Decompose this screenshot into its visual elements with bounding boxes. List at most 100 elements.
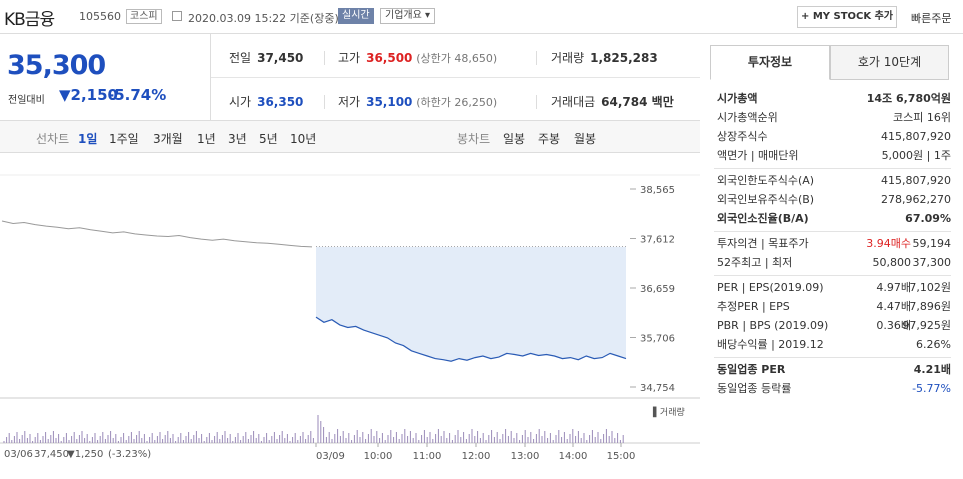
info-row-mid: 3.94매수 (866, 237, 911, 250)
price-change-pct: -5.74% (108, 86, 167, 104)
chart-tabs: 선차트 1일 1주일 3개월 1년 3년 5년 10년 봉차트 일봉 주봉 월봉 (0, 121, 700, 153)
stat-high: 고가 36,500 (상한가 48,650) (338, 49, 497, 66)
x-tick-label: 15:00 (607, 451, 636, 462)
info-row-label: 추정PER | EPS (717, 300, 790, 313)
realtime-button[interactable]: 실시간 (338, 8, 374, 24)
add-mystock-button[interactable]: + MY STOCK 추가 (797, 6, 897, 28)
info-row: 시가총액 14조 6,780억원 (714, 90, 951, 107)
tab-10y[interactable]: 10년 (290, 132, 317, 146)
info-row-value: 7,102원 (909, 281, 951, 294)
info-row-value: 59,194 (912, 237, 952, 250)
today-line (315, 316, 627, 362)
prev-day-label: 03/06 (4, 449, 33, 460)
stat-low-value: 35,100 (366, 95, 413, 109)
info-row: 액면가 | 매매단위 5,000원 | 1주 (714, 147, 951, 164)
y-tick-label: 34,754 (640, 383, 675, 394)
price-chart-svg: 03/09 10:00 11:00 12:00 13:00 14:00 15:00 38,56… (0, 174, 700, 462)
tab-monthly[interactable]: 월봉 (574, 132, 597, 146)
candle-chart-label: 봉차트 (457, 132, 491, 146)
info-row-label: 시가총액 (717, 92, 758, 105)
info-row-label: 외국인소진율(B/A) (717, 212, 809, 225)
today-area (316, 246, 626, 362)
tab-5y[interactable]: 5년 (259, 132, 278, 146)
info-row-mid: 4.97배 (876, 281, 911, 294)
stat-open-label: 시가 (229, 95, 252, 109)
info-row: 투자의견 | 목표주가 3.94매수 59,194 (714, 235, 951, 252)
x-tick-label: 13:00 (511, 451, 540, 462)
tab-1d[interactable]: 1일 (78, 132, 98, 146)
x-tick-label: 11:00 (413, 451, 442, 462)
info-row-mid: 4.47배 (876, 300, 911, 313)
info-row-label: PER | EPS(2019.09) (717, 281, 824, 294)
stat-amount-label: 거래대금 (551, 95, 596, 109)
prev-close-value: 37,450 (34, 449, 69, 460)
volume-legend: ▌거래량 (653, 408, 685, 418)
tab-weekly[interactable]: 주봉 (538, 132, 561, 146)
info-row-value: 7,896원 (909, 300, 951, 313)
tab-1y[interactable]: 1년 (197, 132, 216, 146)
info-row: 52주최고 | 최저 50,800 37,300 (714, 254, 951, 271)
stat-high-value: 36,500 (366, 51, 413, 65)
y-tick-label: 37,612 (640, 235, 675, 246)
stat-low-sub: (하한가 26,250) (416, 96, 498, 109)
x-tick-label: 10:00 (364, 451, 393, 462)
tab-hoga[interactable]: 호가 10단계 (830, 45, 949, 80)
x-tick-label: 03/09 (316, 451, 345, 462)
info-row-value: 415,807,920 (881, 174, 951, 187)
volume-legend-label: 거래량 (659, 408, 685, 418)
info-row-value: 37,300 (912, 256, 952, 269)
market-badge: 코스피 (126, 9, 162, 24)
x-tick-label: 12:00 (462, 451, 491, 462)
stat-volume-label: 거래량 (551, 51, 585, 65)
tab-investment-info[interactable]: 투자정보 (710, 45, 830, 80)
corp-info-dropdown[interactable]: 기업개요 ▾ (380, 8, 436, 24)
info-row: 동일업종 PER 4.21배 (714, 361, 951, 378)
quote-stats: 전일 37,450 고가 36,500 (상한가 48,650) 거래량 1,825,… (211, 34, 700, 121)
y-tick-label: 35,706 (640, 334, 675, 345)
info-row-value: 6.26% (916, 338, 951, 351)
info-row-label: PBR | BPS (2019.09) (717, 319, 829, 332)
prev-day-line (1, 220, 313, 248)
stat-open-value: 36,350 (257, 95, 304, 109)
stock-name: KB금융 (4, 10, 55, 30)
stat-open: 시가 36,350 (229, 93, 303, 110)
tab-daily[interactable]: 일봉 (503, 132, 526, 146)
info-row-value: 4.21배 (913, 363, 951, 376)
info-row: 외국인보유주식수(B) 278,962,270 (714, 191, 951, 208)
stat-amount: 거래대금 64,784 백만 (551, 93, 674, 110)
tab-3y[interactable]: 3년 (228, 132, 247, 146)
quick-order-link[interactable]: 빠른주문 (911, 10, 951, 26)
info-row-label: 액면가 | 매매단위 (717, 149, 799, 162)
info-row: PBR | BPS (2019.09) 0.36배 97,925원 (714, 317, 951, 334)
stat-high-label: 고가 (338, 51, 361, 65)
stat-prev-value: 37,450 (257, 51, 304, 65)
quick-order-label: 빠른주문 (911, 12, 952, 25)
info-row-value: 67.09% (905, 212, 951, 225)
info-row-label: 동일업종 PER (717, 363, 786, 376)
price-box: 35,300 전일대비 ▼2,150 -5.74% (0, 34, 211, 121)
info-row-value: -5.77% (912, 382, 951, 395)
info-row: 시가총액순위 코스피 16위 (714, 109, 951, 126)
info-row-label: 배당수익률 | 2019.12 (717, 338, 824, 351)
info-row: 배당수익률 | 2019.12 6.26% (714, 336, 951, 353)
line-chart-label: 선차트 (36, 132, 70, 146)
info-row: 동일업종 등락률 -5.77% (714, 380, 951, 397)
stock-code: 105560 (79, 10, 121, 23)
info-row-value: 97,925원 (902, 319, 951, 332)
tab-1w[interactable]: 1주일 (109, 132, 139, 146)
info-row-value: 415,807,920 (881, 130, 951, 143)
stat-low-label: 저가 (338, 95, 361, 109)
y-tick-label: 38,565 (640, 185, 675, 196)
stat-volume: 거래량 1,825,283 (551, 49, 658, 66)
price-chart: 03/09 10:00 11:00 12:00 13:00 14:00 15:00 38,56… (0, 153, 700, 476)
info-row-mid: 50,800 (872, 256, 912, 269)
corp-info-label: 기업개요 (385, 10, 422, 21)
stat-prev-label: 전일 (229, 51, 252, 65)
info-row-label: 동일업종 등락률 (717, 382, 792, 395)
stat-amount-value: 64,784 백만 (601, 95, 674, 109)
info-row-label: 상장주식수 (717, 130, 768, 143)
prev-change-pct: (-3.23%) (108, 449, 152, 460)
tab-3m[interactable]: 3개월 (153, 132, 183, 146)
info-row-label: 52주최고 | 최저 (717, 256, 793, 269)
